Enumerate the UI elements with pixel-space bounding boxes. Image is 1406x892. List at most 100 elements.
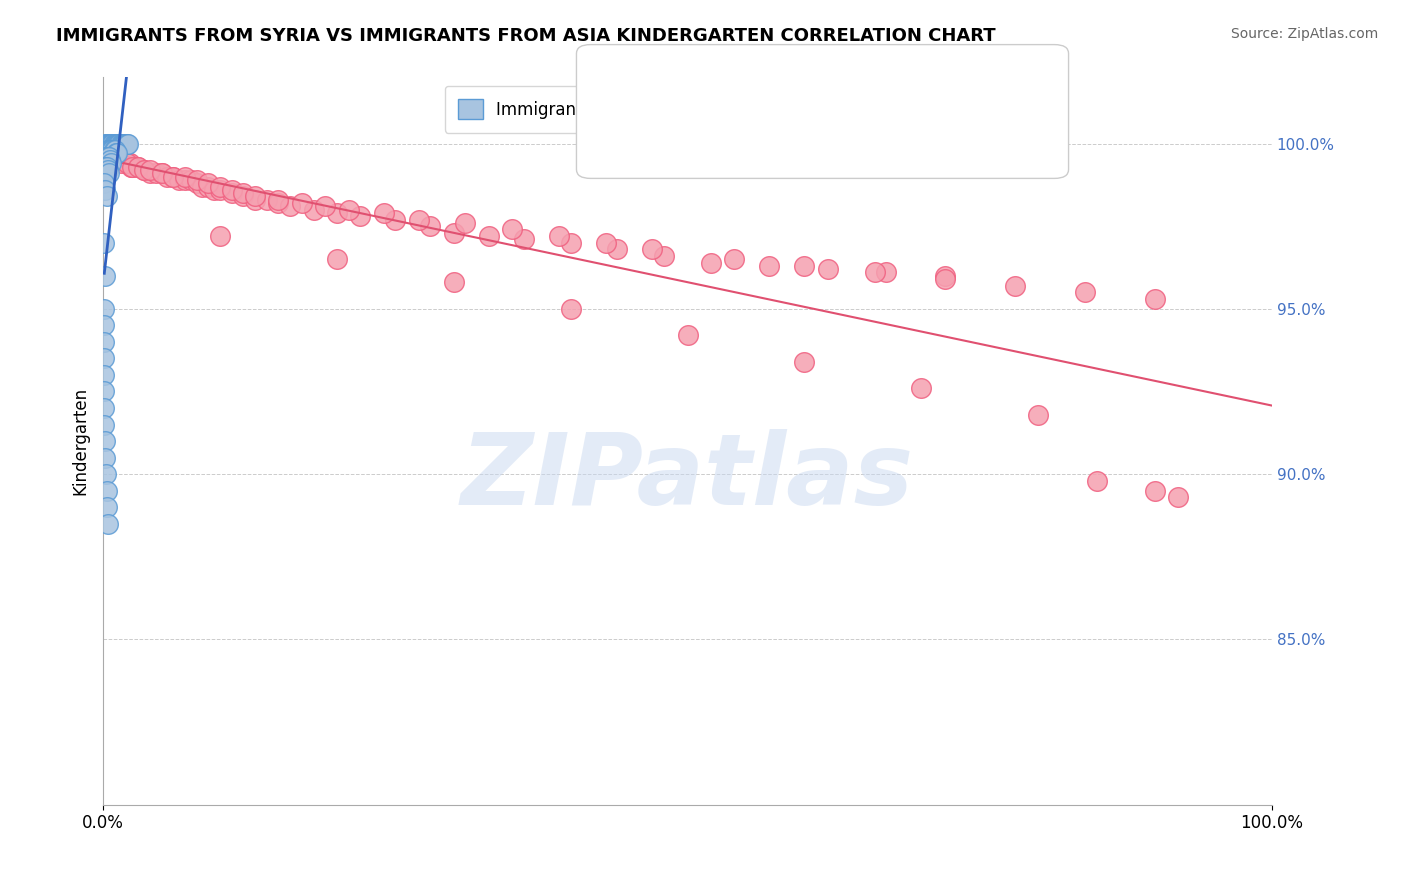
Point bbox=[121, 160, 143, 174]
Point bbox=[96, 150, 118, 164]
Point bbox=[186, 173, 208, 187]
Point bbox=[139, 163, 162, 178]
Point bbox=[652, 249, 675, 263]
Point bbox=[103, 136, 125, 151]
Point bbox=[110, 153, 132, 167]
Point bbox=[100, 156, 122, 170]
Point bbox=[132, 163, 155, 178]
Point bbox=[94, 146, 117, 161]
Point bbox=[108, 153, 131, 167]
Point bbox=[98, 143, 121, 157]
Y-axis label: Kindergarten: Kindergarten bbox=[72, 387, 89, 495]
Point bbox=[97, 146, 120, 161]
Point bbox=[96, 143, 118, 157]
Point bbox=[232, 186, 254, 201]
Point bbox=[93, 417, 115, 432]
Point bbox=[443, 276, 465, 290]
Point bbox=[167, 173, 190, 187]
Point bbox=[111, 153, 134, 167]
Point bbox=[98, 136, 121, 151]
Point bbox=[100, 136, 122, 151]
Point bbox=[256, 193, 278, 207]
Point bbox=[758, 259, 780, 273]
Point bbox=[641, 243, 664, 257]
Point bbox=[863, 265, 886, 279]
Point bbox=[243, 193, 266, 207]
Point bbox=[98, 153, 121, 167]
Point bbox=[419, 219, 441, 234]
Point bbox=[97, 516, 120, 531]
Point bbox=[934, 268, 956, 283]
Point bbox=[97, 163, 120, 178]
Text: IMMIGRANTS FROM SYRIA VS IMMIGRANTS FROM ASIA KINDERGARTEN CORRELATION CHART: IMMIGRANTS FROM SYRIA VS IMMIGRANTS FROM… bbox=[56, 27, 995, 45]
Point bbox=[97, 150, 120, 164]
Point bbox=[97, 146, 120, 161]
Point bbox=[197, 179, 219, 194]
Point bbox=[337, 202, 360, 217]
Point bbox=[98, 146, 121, 161]
Point bbox=[326, 252, 349, 267]
Point bbox=[1004, 278, 1026, 293]
Point bbox=[93, 140, 115, 154]
Point bbox=[127, 160, 149, 174]
Point bbox=[373, 206, 395, 220]
Point bbox=[208, 229, 231, 244]
Point bbox=[478, 229, 501, 244]
Point bbox=[817, 262, 839, 277]
Point bbox=[132, 163, 155, 178]
Point bbox=[93, 176, 115, 190]
Point bbox=[94, 434, 117, 448]
Point bbox=[112, 153, 135, 167]
Point bbox=[118, 156, 141, 170]
Point bbox=[105, 136, 128, 151]
Point bbox=[111, 136, 134, 151]
Point bbox=[349, 209, 371, 223]
Point bbox=[94, 268, 117, 283]
Point bbox=[104, 136, 127, 151]
Point bbox=[267, 196, 290, 211]
Point bbox=[94, 467, 117, 482]
Point bbox=[115, 156, 138, 170]
Point bbox=[94, 143, 117, 157]
Point bbox=[93, 235, 115, 250]
Point bbox=[111, 153, 134, 167]
Point bbox=[96, 146, 118, 161]
Point bbox=[96, 146, 118, 161]
Point bbox=[93, 368, 115, 382]
Point bbox=[97, 136, 120, 151]
Point bbox=[232, 189, 254, 203]
Point bbox=[117, 136, 139, 151]
Legend: Immigrants from Syria, Immigrants from Asia: Immigrants from Syria, Immigrants from A… bbox=[444, 86, 931, 133]
Point bbox=[108, 136, 131, 151]
Point bbox=[98, 143, 121, 157]
Point bbox=[150, 166, 173, 180]
Point bbox=[93, 301, 115, 316]
Point bbox=[191, 179, 214, 194]
Point bbox=[180, 173, 202, 187]
Point bbox=[110, 136, 132, 151]
Point bbox=[186, 176, 208, 190]
Point bbox=[278, 199, 301, 213]
Point bbox=[98, 150, 121, 164]
Point bbox=[606, 243, 628, 257]
Point bbox=[197, 176, 219, 190]
Point bbox=[118, 156, 141, 170]
Point bbox=[101, 153, 124, 167]
Point bbox=[513, 232, 536, 246]
Point bbox=[443, 226, 465, 240]
Point bbox=[202, 183, 225, 197]
Point bbox=[94, 183, 117, 197]
Point bbox=[314, 199, 336, 213]
Point bbox=[93, 351, 115, 366]
Point bbox=[302, 202, 325, 217]
Point bbox=[104, 150, 127, 164]
Text: ZIPatlas: ZIPatlas bbox=[461, 429, 914, 526]
Point bbox=[101, 136, 124, 151]
Point bbox=[112, 136, 135, 151]
Point bbox=[139, 166, 162, 180]
Point bbox=[384, 212, 406, 227]
Point bbox=[94, 150, 117, 164]
Point bbox=[700, 255, 723, 269]
Point bbox=[115, 156, 138, 170]
Point bbox=[208, 179, 231, 194]
